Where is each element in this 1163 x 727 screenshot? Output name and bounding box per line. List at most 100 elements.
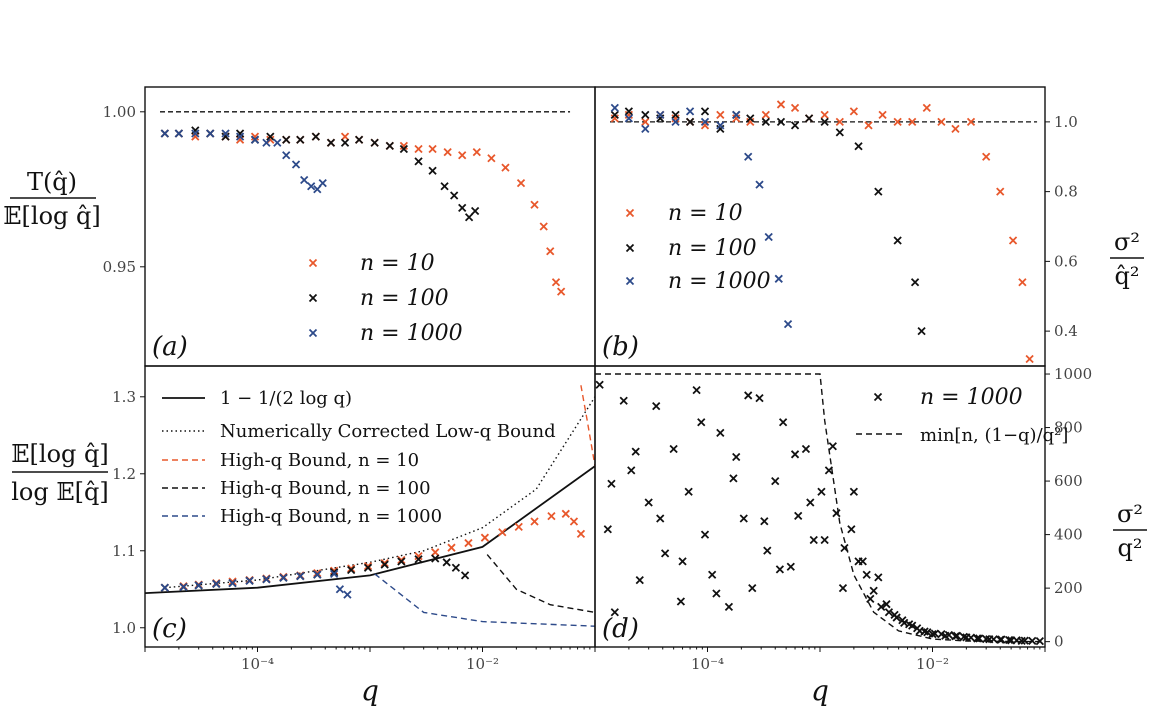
point-a-0-28 [551,278,561,287]
point-c-0-20-stroke-2 [498,528,507,537]
point-d-0-12-stroke-2 [692,385,701,395]
point-c-0-19 [480,533,490,542]
point-a-1-18-stroke-2 [428,166,437,175]
point-c-1-15 [414,555,423,564]
point-d-0-42-stroke-2 [923,628,932,637]
point-d-0-12 [692,385,701,395]
point-d-0-53 [1005,635,1014,645]
point-d-0-84-stroke-2 [941,631,950,640]
point-a-0-21-stroke-2 [472,147,481,157]
point-b-0-26-stroke-2 [996,187,1005,196]
point-a-1-4-stroke-2 [221,132,230,141]
frame-d [594,365,1046,648]
point-b-2-4-stroke-2 [671,117,680,127]
point-a-2-2 [191,129,200,138]
point-a-1-23-stroke-2 [470,206,480,216]
point-b-1-17 [874,187,883,196]
point-b-0-15-stroke-2 [835,117,844,127]
point-d-0-28 [817,487,826,496]
ytick-label-d-0: 0 [1054,633,1064,651]
point-d-0-63 [712,589,721,598]
legend-marker-b-2 [625,276,635,286]
point-d-0-9 [669,444,678,454]
point-d-0-21-stroke-2 [763,546,772,555]
point-b-0-2 [641,117,650,127]
point-b-0-27-stroke-2 [1008,236,1018,245]
point-c-0-19-stroke-2 [480,533,490,542]
point-d-0-35-stroke-2 [869,586,878,595]
point-a-2-0 [160,129,169,138]
point-d-0-34 [862,570,871,579]
legend-marker-b-1 [625,243,635,253]
point-d-0-20 [755,393,764,403]
point-d-0-91-stroke-2 [1017,636,1026,645]
point-c-0-12 [363,562,373,571]
point-b-2-9-stroke-2 [744,152,753,161]
point-b-0-17-stroke-2 [864,121,873,130]
point-b-1-4-stroke-2 [671,110,680,120]
point-c-0-15-stroke-2 [414,552,423,561]
point-d-0-31 [840,543,849,553]
point-c-1-15-stroke-2 [414,555,423,564]
point-b-1-16-stroke-2 [854,142,863,151]
point-b-2-8 [732,110,741,120]
point-a-1-12 [340,138,350,147]
point-a-2-7 [262,138,271,147]
ytick-label-d-1: 200 [1054,579,1083,597]
point-b-2-9 [744,152,753,161]
point-b-1-15 [835,128,844,137]
point-b-0-7 [716,110,725,120]
point-a-1-7-stroke-2 [266,132,275,141]
point-c-1-12-stroke-2 [363,563,373,572]
panel-d: 0 200 400 600 800 1000 10⁻⁴ 10⁻² [594,365,1092,673]
point-b-0-19-stroke-2 [893,117,902,127]
point-b-0-7-stroke-2 [716,110,725,120]
point-a-1-4 [221,132,230,141]
point-c-2-9-stroke-2 [313,570,322,579]
point-a-2-5-stroke-2 [235,132,245,141]
point-d-0-30 [832,509,841,518]
point-d-0-25-stroke-2 [794,511,803,521]
point-a-0-6 [250,132,260,141]
point-b-0-19 [893,117,902,127]
point-b-1-19-stroke-2 [910,278,920,287]
point-d-0-65-stroke-2 [744,391,753,400]
point-b-1-2-stroke-2 [641,110,650,120]
point-d-0-5 [635,575,644,585]
point-c-1-16-stroke-2 [431,554,440,563]
point-d-0-53-stroke-2 [1005,635,1014,645]
point-c-2-7 [279,573,288,582]
point-c-0-26-stroke-2 [576,529,586,538]
line-c-1 [164,396,595,589]
point-b-2-13-stroke-2 [783,320,793,329]
point-d-0-86 [962,633,971,642]
point-a-1-10 [311,132,320,141]
point-d-0-15-stroke-2 [716,428,725,438]
point-d-0-83 [928,630,937,639]
point-a-0-25 [530,200,539,209]
point-c-1-16 [431,554,440,563]
point-d-0-40-stroke-2 [908,621,917,630]
point-d-0-78-stroke-2 [890,610,899,620]
point-a-0-23-stroke-2 [501,163,510,172]
point-d-0-74-stroke-2 [858,557,867,566]
point-a-0-18 [428,144,437,154]
point-d-0-90-stroke-2 [1006,636,1016,645]
point-a-1-7 [266,132,275,141]
ytick-label-b-1: 0.6 [1054,252,1078,270]
point-c-2-8-stroke-2 [296,572,305,581]
point-a-0-19 [443,147,452,157]
point-d-0-60 [656,514,665,523]
point-d-0-76-stroke-2 [874,573,883,582]
point-b-1-16 [854,142,863,151]
panel-tag-d: (d) [602,614,639,644]
point-b-0-11 [776,100,786,109]
point-d-0-13 [700,530,710,539]
point-a-1-23 [470,206,480,216]
ytick-label-d-3: 600 [1054,472,1083,490]
legend-a: n = 10 n = 100 n = 1000 [360,251,463,346]
point-d-0-85 [951,632,960,641]
legend-a-n10: n = 10 [360,251,435,276]
legend-marker-b-0-stroke-2 [625,208,635,218]
point-d-0-1 [603,525,612,534]
